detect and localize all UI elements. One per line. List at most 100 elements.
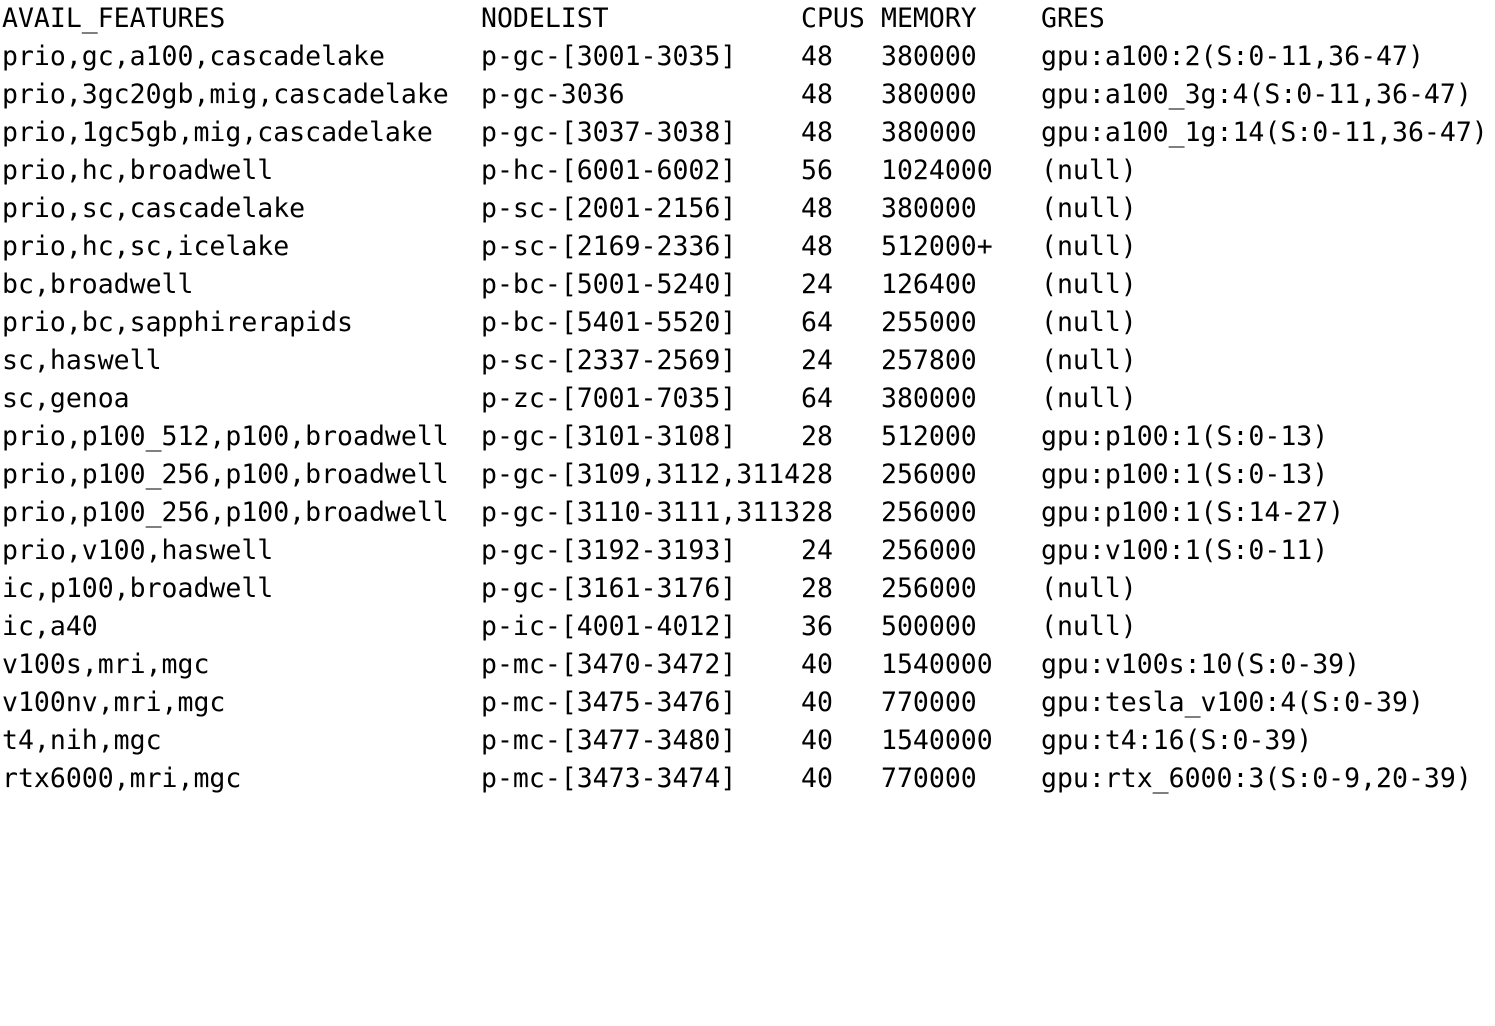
cell-gres: gpu:v100s:10(S:0-39) — [1041, 649, 1361, 680]
cell-nodelist: p-sc-[2001-2156] — [481, 193, 737, 224]
cell-nodelist: p-sc-[2337-2569] — [481, 345, 737, 376]
cell-cpus: 24 — [801, 345, 833, 376]
table-row: rtx6000,mri,mgc p-mc-[3473-3474] 40 7700… — [2, 760, 1495, 798]
cell-cpus: 48 — [801, 231, 833, 262]
cell-memory: 1024000 — [881, 155, 993, 186]
cell-cpus: 28 — [801, 497, 833, 528]
cell-features: prio,1gc5gb,mig,cascadelake — [2, 117, 433, 148]
table-row: sc,haswell p-sc-[2337-2569] 24 257800 (n… — [2, 342, 1495, 380]
table-row: prio,sc,cascadelake p-sc-[2001-2156] 48 … — [2, 190, 1495, 228]
table-row: bc,broadwell p-bc-[5001-5240] 24 126400 … — [2, 266, 1495, 304]
table-row: prio,p100_256,p100,broadwell p-gc-[3109,… — [2, 456, 1495, 494]
table-row: prio,1gc5gb,mig,cascadelake p-gc-[3037-3… — [2, 114, 1495, 152]
cell-gres: (null) — [1041, 307, 1137, 338]
cell-features: sc,genoa — [2, 383, 130, 414]
table-row: t4,nih,mgc p-mc-[3477-3480] 40 1540000 g… — [2, 722, 1495, 760]
cell-gres: gpu:p100:1(S:14-27) — [1041, 497, 1345, 528]
cell-gres: gpu:v100:1(S:0-11) — [1041, 535, 1329, 566]
cell-gres: gpu:a100_3g:4(S:0-11,36-47) — [1041, 79, 1472, 110]
table-row: v100nv,mri,mgc p-mc-[3475-3476] 40 77000… — [2, 684, 1495, 722]
cell-features: ic,p100,broadwell — [2, 573, 274, 604]
cell-gres: (null) — [1041, 269, 1137, 300]
cell-memory: 380000 — [881, 41, 977, 72]
cell-cpus: 24 — [801, 535, 833, 566]
cell-nodelist: p-ic-[4001-4012] — [481, 611, 737, 642]
table-row: v100s,mri,mgc p-mc-[3470-3472] 40 154000… — [2, 646, 1495, 684]
cell-gres: gpu:p100:1(S:0-13) — [1041, 459, 1329, 490]
cell-features: v100nv,mri,mgc — [2, 687, 226, 718]
cell-nodelist: p-bc-[5001-5240] — [481, 269, 737, 300]
cell-gres: gpu:tesla_v100:4(S:0-39) — [1041, 687, 1424, 718]
cell-nodelist: p-gc-[3110-3111,3113 — [481, 497, 801, 528]
cell-memory: 770000 — [881, 687, 977, 718]
cell-features: prio,p100_512,p100,broadwell — [2, 421, 449, 452]
cell-memory: 256000 — [881, 459, 977, 490]
header-avail-features: AVAIL_FEATURES — [2, 3, 226, 34]
cell-nodelist: p-gc-3036 — [481, 79, 625, 110]
cell-memory: 380000 — [881, 117, 977, 148]
cell-cpus: 48 — [801, 193, 833, 224]
cell-cpus: 36 — [801, 611, 833, 642]
cell-cpus: 40 — [801, 763, 833, 794]
header-nodelist: NODELIST — [481, 3, 609, 34]
table-row: prio,gc,a100,cascadelake p-gc-[3001-3035… — [2, 38, 1495, 76]
cell-nodelist: p-gc-[3101-3108] — [481, 421, 737, 452]
cell-gres: (null) — [1041, 193, 1137, 224]
cell-memory: 1540000 — [881, 649, 993, 680]
table-row: prio,hc,broadwell p-hc-[6001-6002] 56 10… — [2, 152, 1495, 190]
cell-cpus: 48 — [801, 41, 833, 72]
table-row: prio,p100_256,p100,broadwell p-gc-[3110-… — [2, 494, 1495, 532]
cell-gres: gpu:t4:16(S:0-39) — [1041, 725, 1313, 756]
cell-nodelist: p-zc-[7001-7035] — [481, 383, 737, 414]
cell-cpus: 28 — [801, 421, 833, 452]
cell-nodelist: p-gc-[3161-3176] — [481, 573, 737, 604]
table-header: AVAIL_FEATURES NODELIST CPUS MEMORY GRES — [2, 0, 1495, 38]
header-memory: MEMORY — [881, 3, 977, 34]
cell-cpus: 28 — [801, 459, 833, 490]
header-cpus: CPUS — [801, 3, 865, 34]
cell-features: prio,gc,a100,cascadelake — [2, 41, 385, 72]
cell-nodelist: p-mc-[3475-3476] — [481, 687, 737, 718]
table-row: prio,v100,haswell p-gc-[3192-3193] 24 25… — [2, 532, 1495, 570]
cell-gres: gpu:rtx_6000:3(S:0-9,20-39) — [1041, 763, 1472, 794]
cell-memory: 380000 — [881, 383, 977, 414]
cell-features: prio,p100_256,p100,broadwell — [2, 497, 449, 528]
table-row: prio,3gc20gb,mig,cascadelake p-gc-3036 4… — [2, 76, 1495, 114]
table-row: prio,bc,sapphirerapids p-bc-[5401-5520] … — [2, 304, 1495, 342]
cell-memory: 512000 — [881, 421, 977, 452]
cell-cpus: 56 — [801, 155, 833, 186]
cell-nodelist: p-gc-[3192-3193] — [481, 535, 737, 566]
cell-gres: (null) — [1041, 611, 1137, 642]
cell-memory: 512000+ — [881, 231, 993, 262]
cell-gres: (null) — [1041, 573, 1137, 604]
cell-cpus: 48 — [801, 117, 833, 148]
header-gres: GRES — [1041, 3, 1105, 34]
cell-gres: (null) — [1041, 383, 1137, 414]
cell-memory: 380000 — [881, 193, 977, 224]
cell-nodelist: p-mc-[3477-3480] — [481, 725, 737, 756]
cell-gres: (null) — [1041, 155, 1137, 186]
cell-gres: (null) — [1041, 345, 1137, 376]
cell-nodelist: p-mc-[3473-3474] — [481, 763, 737, 794]
cell-memory: 380000 — [881, 79, 977, 110]
cell-memory: 255000 — [881, 307, 977, 338]
cell-cpus: 40 — [801, 687, 833, 718]
cell-cpus: 24 — [801, 269, 833, 300]
cell-cpus: 64 — [801, 383, 833, 414]
cell-nodelist: p-gc-[3037-3038] — [481, 117, 737, 148]
cell-features: v100s,mri,mgc — [2, 649, 210, 680]
cell-features: prio,3gc20gb,mig,cascadelake — [2, 79, 449, 110]
cell-memory: 126400 — [881, 269, 977, 300]
cell-features: t4,nih,mgc — [2, 725, 162, 756]
cell-gres: (null) — [1041, 231, 1137, 262]
cell-features: ic,a40 — [2, 611, 98, 642]
cell-features: rtx6000,mri,mgc — [2, 763, 242, 794]
cell-features: sc,haswell — [2, 345, 162, 376]
cell-nodelist: p-gc-[3001-3035] — [481, 41, 737, 72]
cell-features: prio,sc,cascadelake — [2, 193, 306, 224]
cell-cpus: 40 — [801, 725, 833, 756]
table-row: sc,genoa p-zc-[7001-7035] 64 380000 (nul… — [2, 380, 1495, 418]
cell-nodelist: p-bc-[5401-5520] — [481, 307, 737, 338]
cell-features: prio,bc,sapphirerapids — [2, 307, 353, 338]
cell-memory: 1540000 — [881, 725, 993, 756]
